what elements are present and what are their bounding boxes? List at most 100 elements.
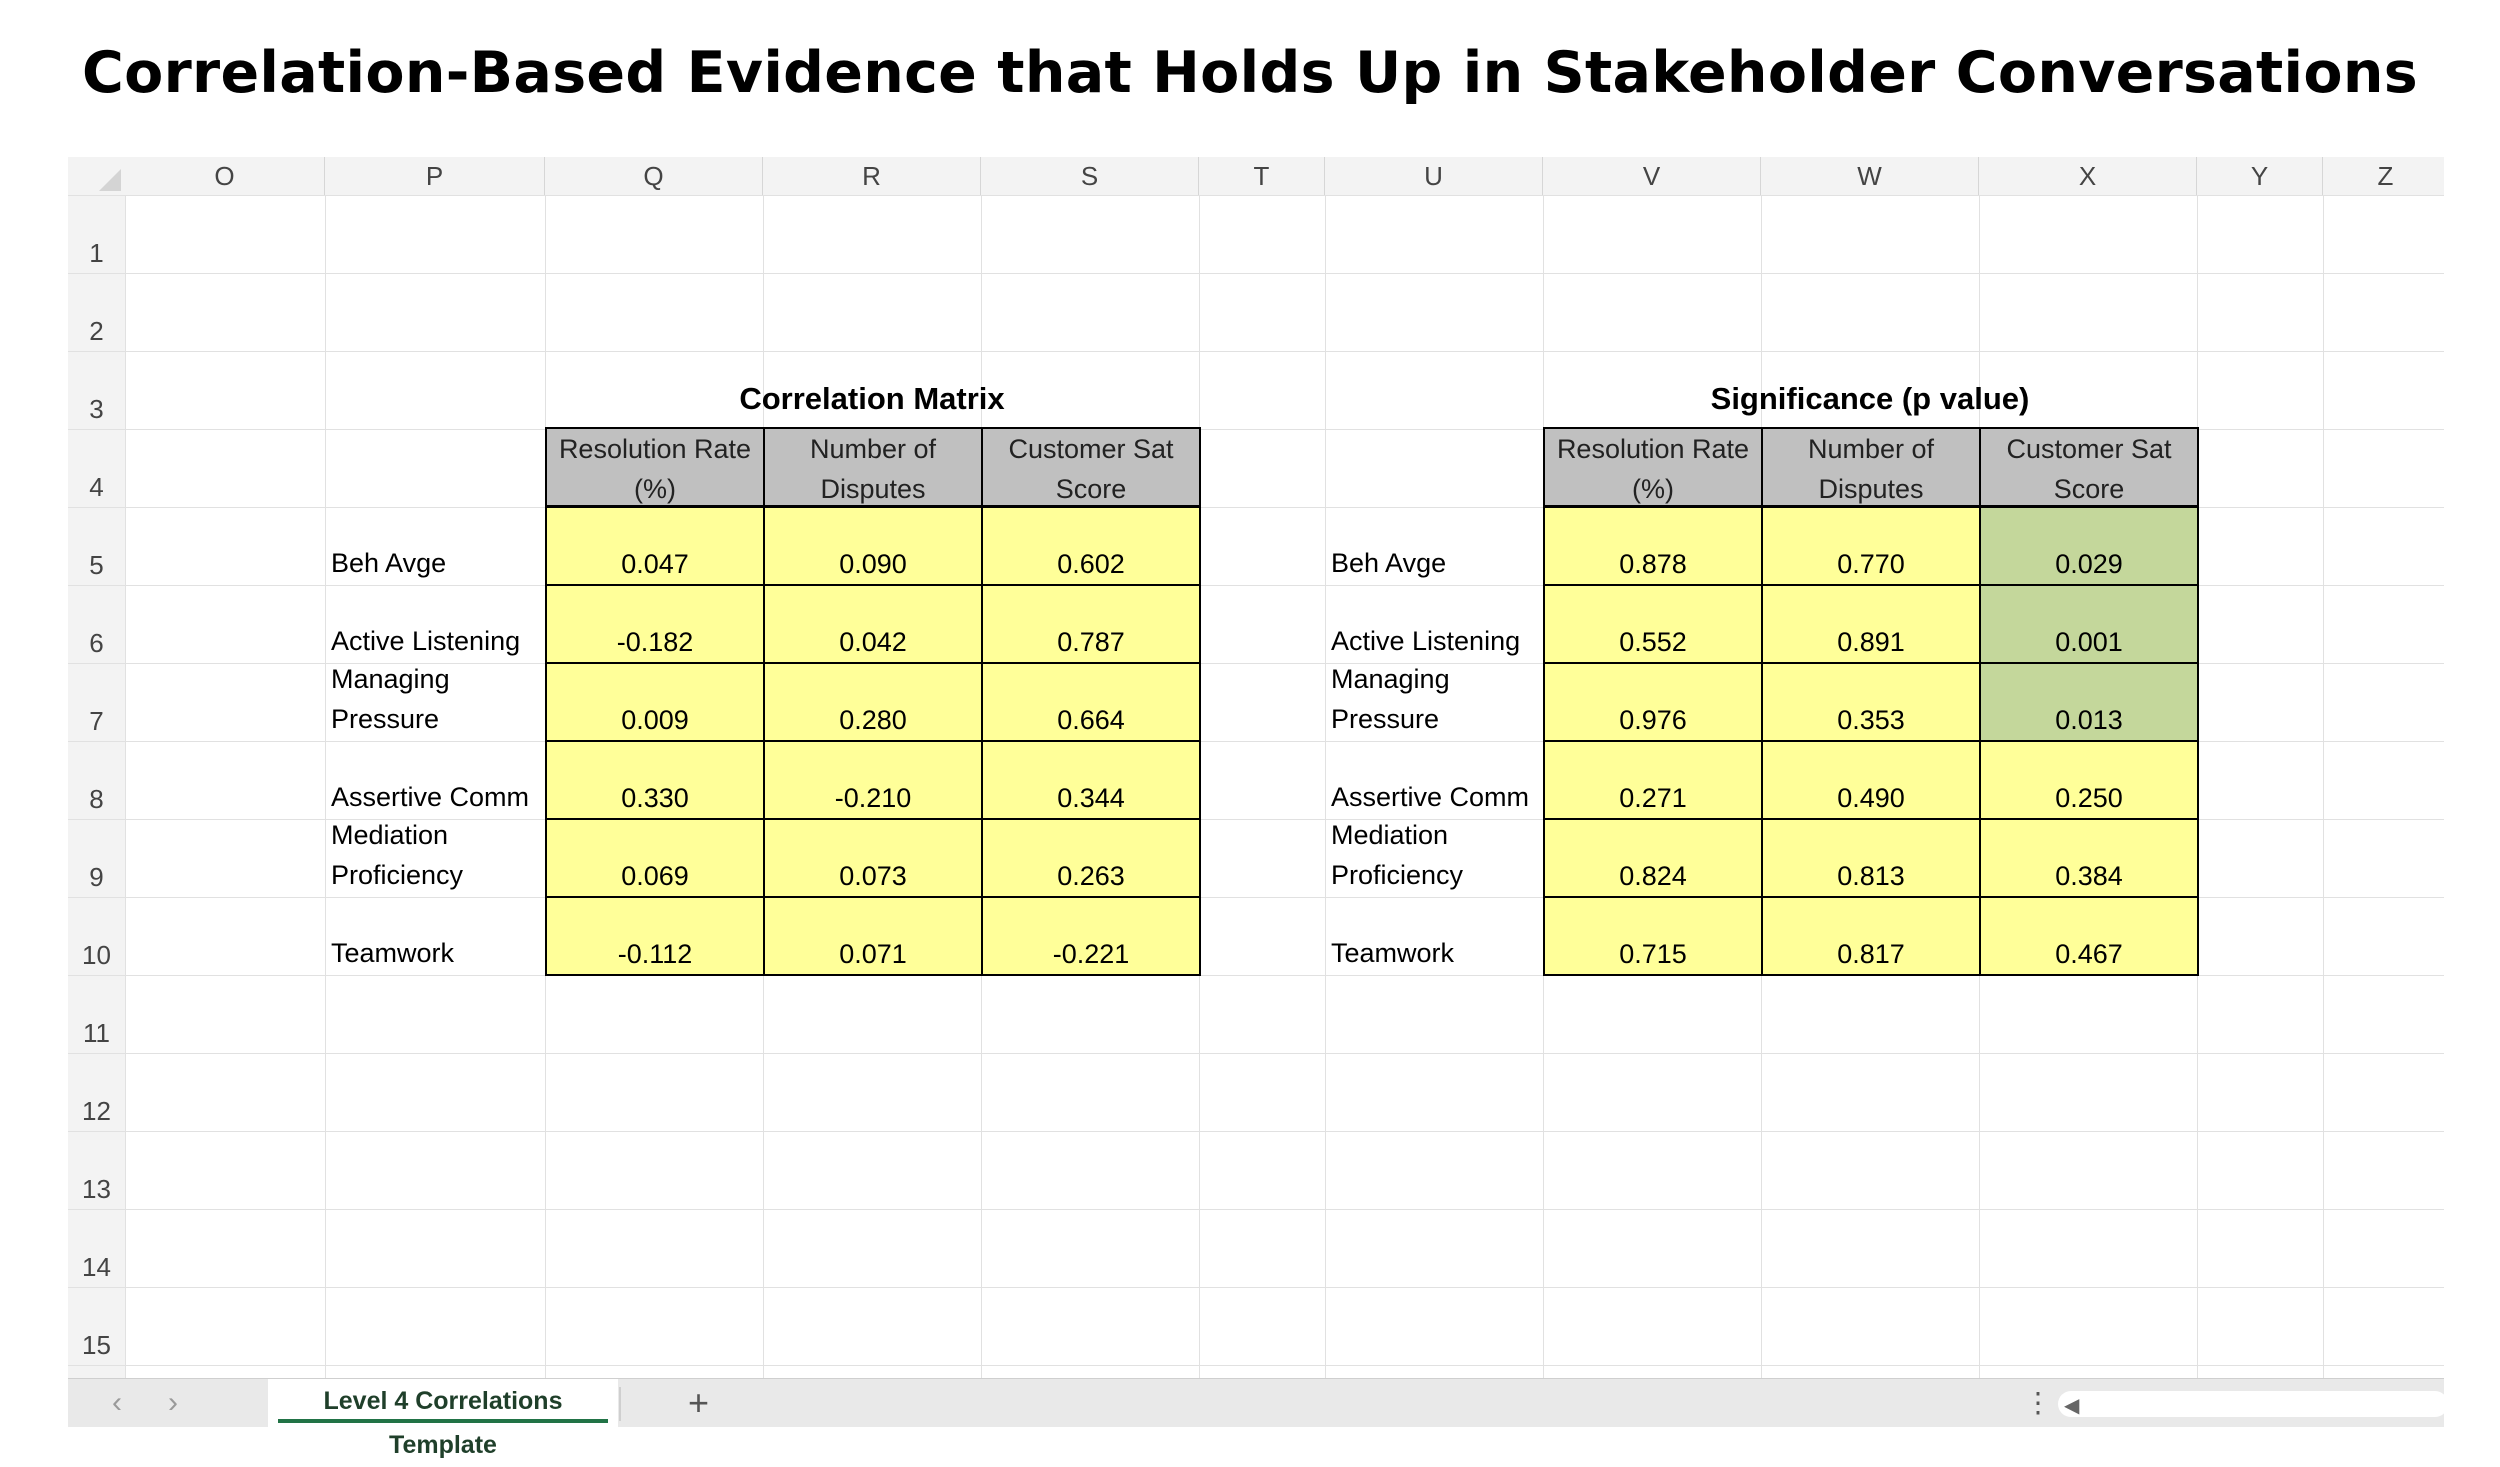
row-header-14[interactable]: 14: [82, 1252, 111, 1282]
cell-value: 0.001: [2055, 627, 2123, 657]
column-header-y[interactable]: Y: [2197, 157, 2323, 195]
column-header-x[interactable]: X: [1979, 157, 2197, 195]
cell-value: 0.071: [839, 939, 907, 969]
grid-line: [68, 507, 2444, 508]
significance_table-row-label: Mediation Proficiency: [1331, 815, 1463, 895]
correlation_table-value-cell[interactable]: 0.090: [763, 506, 983, 586]
correlation_table-value-cell[interactable]: 0.344: [981, 740, 1201, 820]
correlation_table-value-cell[interactable]: -0.182: [545, 584, 765, 664]
row-header-11[interactable]: 11: [83, 1018, 110, 1048]
correlation_table-value-cell[interactable]: 0.280: [763, 662, 983, 742]
add-sheet-button[interactable]: +: [688, 1382, 710, 1423]
correlation_table-value-cell[interactable]: 0.069: [545, 818, 765, 898]
significance_table-value-cell[interactable]: 0.384: [1979, 818, 2199, 898]
row-header-4[interactable]: 4: [89, 472, 104, 502]
correlation_table-row-label: Mediation Proficiency: [331, 815, 463, 895]
column-header-q[interactable]: Q: [545, 157, 763, 195]
grid-line: [68, 1053, 2444, 1054]
select-all-corner[interactable]: [68, 157, 125, 195]
significance_table-header-1: Number of Disputes: [1761, 427, 1981, 507]
row-header-8[interactable]: 8: [89, 784, 104, 814]
correlation_table-value-cell[interactable]: 0.787: [981, 584, 1201, 664]
correlation_table-value-cell[interactable]: -0.221: [981, 896, 1201, 976]
cell-value: -0.210: [834, 783, 912, 813]
significance_table-value-cell[interactable]: 0.770: [1761, 506, 1981, 586]
row-header-5[interactable]: 5: [89, 550, 104, 580]
column-header-w[interactable]: W: [1761, 157, 1979, 195]
sheet-tab-label: Level 4 Correlations Template: [323, 1387, 563, 1459]
column-header-z[interactable]: Z: [2323, 157, 2444, 195]
chevron-left-icon[interactable]: ‹: [112, 1386, 122, 1419]
significance_table-value-cell[interactable]: 0.271: [1543, 740, 1763, 820]
more-options-icon[interactable]: ⋮: [2024, 1387, 2052, 1418]
cell-value: 0.069: [621, 861, 689, 891]
significance_table-value-cell[interactable]: 0.250: [1979, 740, 2199, 820]
significance_table-header-0: Resolution Rate (%): [1543, 427, 1763, 507]
grid-line: [68, 1287, 2444, 1288]
significance_table-value-cell[interactable]: 0.976: [1543, 662, 1763, 742]
correlation_table-value-cell[interactable]: 0.047: [545, 506, 765, 586]
correlation_table-value-cell[interactable]: -0.210: [763, 740, 983, 820]
correlation_table-value-cell[interactable]: 0.664: [981, 662, 1201, 742]
row-header-13[interactable]: 13: [82, 1174, 111, 1204]
row-label-line1: [331, 581, 520, 621]
significance_table-value-cell[interactable]: 0.552: [1543, 584, 1763, 664]
column-header-p[interactable]: P: [325, 157, 545, 195]
cell-value: 0.813: [1837, 861, 1905, 891]
horizontal-scrollbar[interactable]: ◀: [2058, 1391, 2448, 1417]
significance_table-row-label: Managing Pressure: [1331, 659, 1450, 739]
significance_table-value-cell[interactable]: 0.490: [1761, 740, 1981, 820]
correlation_table-value-cell[interactable]: 0.602: [981, 506, 1201, 586]
grid-line: [325, 195, 326, 1378]
row-label-line2: Beh Avge: [1331, 548, 1447, 578]
column-header-t[interactable]: T: [1199, 157, 1325, 195]
correlation_table-value-cell[interactable]: 0.073: [763, 818, 983, 898]
row-header-1[interactable]: 1: [89, 238, 104, 268]
significance_table-value-cell[interactable]: 0.817: [1761, 896, 1981, 976]
significance_table-value-cell[interactable]: 0.824: [1543, 818, 1763, 898]
cell-value: 0.490: [1837, 783, 1905, 813]
row-header-12[interactable]: 12: [82, 1096, 111, 1126]
correlation_table-value-cell[interactable]: 0.071: [763, 896, 983, 976]
significance_table-value-cell[interactable]: 0.813: [1761, 818, 1981, 898]
correlation_table-value-cell[interactable]: 0.263: [981, 818, 1201, 898]
significance_table-value-cell[interactable]: 0.715: [1543, 896, 1763, 976]
significance_table-value-cell[interactable]: 0.891: [1761, 584, 1981, 664]
cell-value: 0.824: [1619, 861, 1687, 891]
cell-value: 0.013: [2055, 705, 2123, 735]
significance_table-value-cell[interactable]: 0.013: [1979, 662, 2199, 742]
correlation_table-value-cell[interactable]: 0.009: [545, 662, 765, 742]
significance_table-value-cell[interactable]: 0.001: [1979, 584, 2199, 664]
row-label-line1: [1331, 581, 1520, 621]
significance_table-value-cell[interactable]: 0.353: [1761, 662, 1981, 742]
row-header-6[interactable]: 6: [89, 628, 104, 658]
chevron-right-icon[interactable]: ›: [168, 1386, 178, 1419]
sheet-tab-level-4-correlations[interactable]: Level 4 Correlations Template: [268, 1379, 618, 1459]
column-header-v[interactable]: V: [1543, 157, 1761, 195]
correlation_table-value-cell[interactable]: 0.330: [545, 740, 765, 820]
row-header-2[interactable]: 2: [89, 316, 104, 346]
row-header-9[interactable]: 9: [89, 862, 104, 892]
correlation_table-row-label: Active Listening: [331, 581, 520, 661]
row-header-7[interactable]: 7: [89, 706, 104, 736]
row-header-3[interactable]: 3: [89, 394, 104, 424]
significance_table-value-cell[interactable]: 0.467: [1979, 896, 2199, 976]
scroll-left-icon[interactable]: ◀: [2064, 1395, 2080, 1417]
cell-value: 0.047: [621, 549, 689, 579]
row-header-15[interactable]: 15: [82, 1330, 111, 1360]
column-header-o[interactable]: O: [125, 157, 325, 195]
row-header-10[interactable]: 10: [82, 940, 111, 970]
row-label-line2: Assertive Comm: [1331, 782, 1530, 812]
column-header-u[interactable]: U: [1325, 157, 1543, 195]
significance_table-value-cell[interactable]: 0.029: [1979, 506, 2199, 586]
cell-value: 0.817: [1837, 939, 1905, 969]
significance_table-value-cell[interactable]: 0.878: [1543, 506, 1763, 586]
row-label-line2: Proficiency: [331, 860, 464, 890]
correlation_table-value-cell[interactable]: -0.112: [545, 896, 765, 976]
grid-line: [68, 195, 2444, 196]
column-header-r[interactable]: R: [763, 157, 981, 195]
correlation_table-value-cell[interactable]: 0.042: [763, 584, 983, 664]
column-header-s[interactable]: S: [981, 157, 1199, 195]
